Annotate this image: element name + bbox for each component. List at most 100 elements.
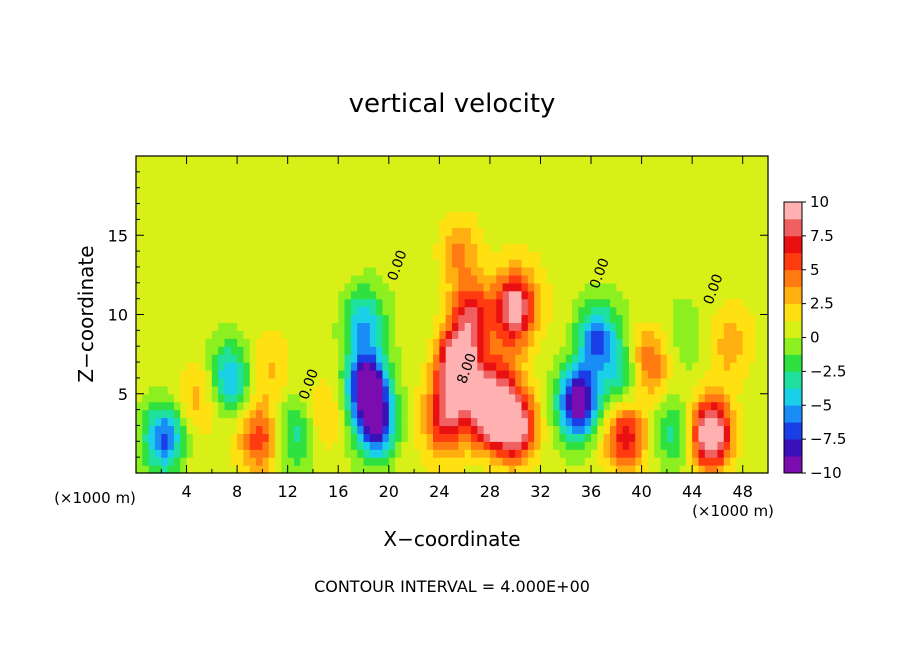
field-cell (717, 385, 725, 395)
field-cell (578, 362, 586, 371)
field-cell (660, 409, 668, 419)
field-cell (161, 441, 169, 450)
field-cell (180, 369, 188, 379)
field-cell (673, 409, 681, 419)
field-cell (591, 425, 598, 434)
field-cell (660, 401, 668, 411)
field-cell (237, 314, 245, 324)
field-cell (161, 377, 169, 387)
field-cell (344, 195, 352, 205)
field-cell (584, 235, 592, 244)
field-cell (319, 211, 327, 221)
field-cell (407, 393, 415, 403)
field-cell (458, 314, 466, 324)
field-cell (717, 377, 725, 387)
field-cell (218, 211, 226, 221)
field-cell (591, 338, 598, 347)
field-cell (180, 338, 188, 347)
field-cell (660, 290, 668, 300)
field-cell (458, 425, 466, 434)
field-cell (717, 195, 725, 205)
field-cell (572, 362, 579, 371)
field-cell (711, 346, 719, 355)
field-cell (350, 251, 358, 260)
field-cell (401, 362, 409, 371)
field-cell (142, 211, 150, 221)
field-cell (287, 251, 295, 260)
field-cell (717, 369, 725, 379)
field-cell (230, 187, 238, 197)
field-cell (565, 243, 573, 252)
field-cell (407, 314, 415, 324)
field-cell (546, 369, 554, 379)
field-cell (742, 465, 750, 474)
field-cell (319, 227, 327, 236)
field-cell (572, 203, 579, 213)
field-cell (243, 195, 251, 205)
field-cell (755, 457, 763, 466)
x-tick-label: 44 (682, 482, 702, 501)
field-cell (420, 377, 428, 387)
field-cell (433, 179, 440, 189)
field-cell (426, 163, 434, 173)
field-cell (565, 179, 573, 189)
field-cell (496, 251, 504, 260)
field-cell (281, 369, 289, 379)
field-cell (312, 227, 320, 236)
field-cell (730, 393, 737, 403)
field-cell (275, 314, 282, 324)
field-cell (660, 187, 668, 197)
field-cell (426, 330, 434, 339)
field-cell (312, 314, 320, 324)
field-cell (363, 449, 371, 458)
field-cell (742, 314, 750, 324)
field-cell (306, 171, 314, 181)
field-cell (388, 457, 396, 466)
field-cell (205, 362, 213, 371)
field-cell (616, 195, 624, 205)
field-cell (704, 274, 712, 284)
field-cell (173, 330, 181, 339)
field-cell (692, 393, 700, 403)
field-cell (610, 171, 617, 181)
field-cell (395, 441, 403, 450)
field-cell (331, 330, 339, 339)
field-cell (647, 369, 655, 379)
field-cell (761, 163, 769, 173)
field-cell (565, 156, 573, 165)
field-cell (344, 259, 352, 268)
field-cell (616, 314, 624, 324)
field-cell (622, 457, 630, 466)
field-cell (369, 203, 377, 213)
field-cell (698, 219, 706, 228)
field-cell (167, 156, 175, 165)
field-cell (369, 385, 377, 395)
field-cell (338, 266, 346, 276)
field-cell (287, 385, 295, 395)
field-cell (565, 282, 573, 292)
field-cell (736, 227, 744, 236)
field-cell (357, 441, 365, 450)
field-cell (635, 211, 643, 221)
field-cell (502, 417, 510, 427)
field-cell (717, 314, 725, 324)
field-cell (521, 259, 529, 268)
field-cell (268, 243, 276, 252)
field-cell (294, 433, 301, 442)
field-cell (628, 163, 636, 173)
field-cell (357, 259, 365, 268)
field-cell (565, 457, 573, 466)
field-cell (136, 243, 143, 252)
field-cell (262, 195, 270, 205)
field-cell (723, 171, 731, 181)
field-cell (559, 377, 567, 387)
field-cell (736, 393, 744, 403)
field-cell (382, 251, 390, 260)
field-cell (698, 354, 706, 363)
field-cell (534, 314, 542, 324)
field-cell (546, 251, 554, 260)
field-cell (496, 156, 504, 165)
field-cell (256, 156, 263, 165)
field-cell (230, 393, 238, 403)
field-cell (483, 449, 491, 458)
